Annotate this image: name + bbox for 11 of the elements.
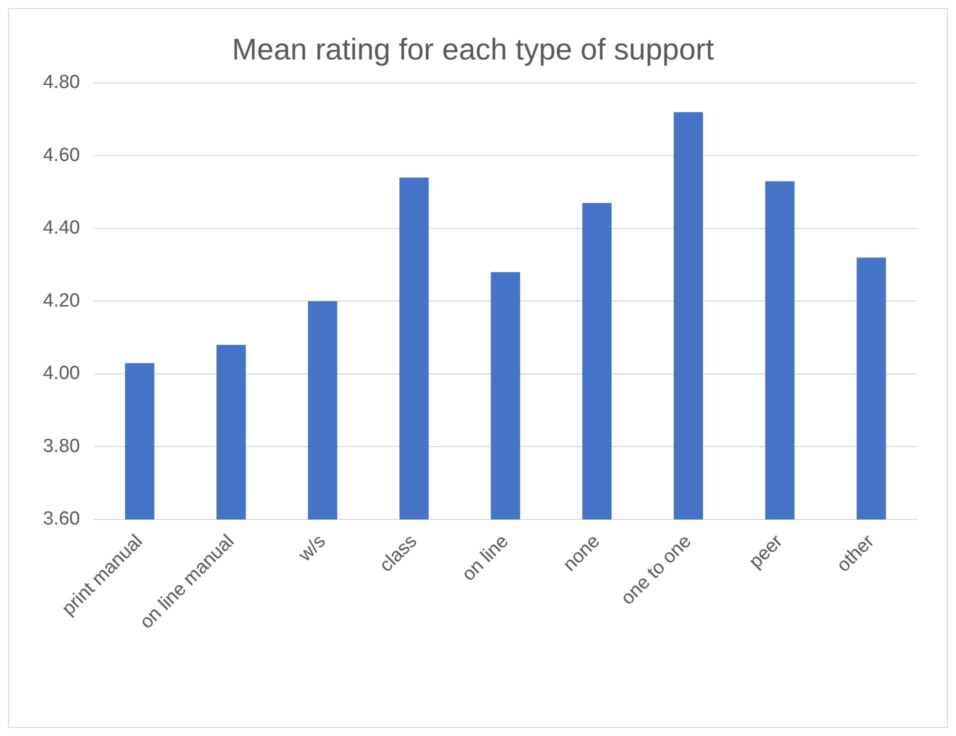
y-tick-label: 3.60 (42, 508, 80, 530)
x-tick-label: one to one (617, 530, 696, 610)
y-tick-label: 4.80 (42, 72, 80, 94)
y-tick-label: 4.20 (42, 290, 80, 312)
x-tick-label: w/s (294, 530, 330, 567)
y-tick-label: 3.80 (42, 436, 80, 457)
y-tick-label: 4.40 (42, 218, 80, 239)
x-tick-label: on line (458, 530, 513, 586)
y-tick-label: 4.60 (42, 144, 80, 166)
y-tick-label: 4.00 (42, 363, 80, 384)
chart-title: Mean rating for each type of support (232, 33, 715, 66)
